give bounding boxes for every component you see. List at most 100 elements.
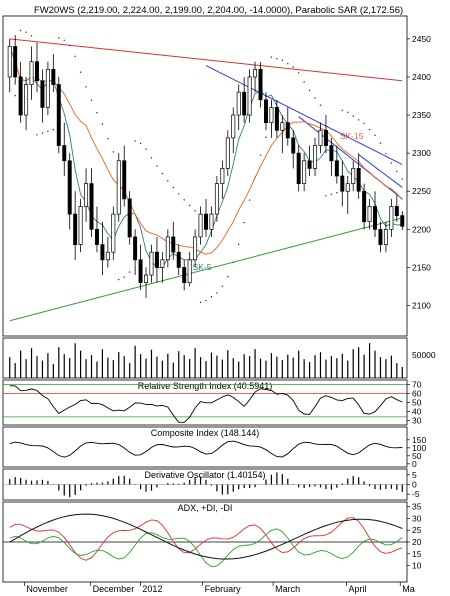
sar-dot <box>325 195 327 197</box>
candle-body <box>133 236 138 261</box>
sar-dot <box>238 243 240 246</box>
candle-body <box>187 259 192 284</box>
candle-body <box>269 107 274 124</box>
price-tick-label: 2150 <box>412 262 431 272</box>
sar-dot <box>188 204 191 207</box>
price-tick-label: 2200 <box>412 224 431 234</box>
price-tick-label: 2250 <box>412 186 431 196</box>
ind-tick-label: 10 <box>412 561 422 571</box>
sar-dot <box>281 59 284 61</box>
sar-dot <box>292 66 294 68</box>
sar-dot <box>352 115 354 117</box>
x-tick-label: March <box>275 584 300 594</box>
candle-body <box>89 183 94 230</box>
sar-dot <box>101 123 104 125</box>
sar-dot <box>210 296 213 298</box>
panel-volume <box>2 337 408 379</box>
candle-body <box>351 168 356 184</box>
sar-dot <box>216 292 218 294</box>
candle-body <box>296 152 301 184</box>
sar-dot <box>232 261 234 264</box>
sar-dot <box>14 94 16 97</box>
volume-bars <box>9 343 403 378</box>
price-tick-label: 2350 <box>412 110 431 120</box>
sar-dot <box>390 162 393 164</box>
sar-dot <box>227 275 229 278</box>
indicator-title-adx: ADX, +DI, -DI <box>178 503 233 513</box>
sar-dot <box>330 193 333 195</box>
ind-tick-label: 70 <box>412 380 422 390</box>
price-tick-label: 2450 <box>412 34 431 44</box>
ind-tick-label: 15 <box>412 549 422 559</box>
ind-tick-label: -5 <box>412 489 420 499</box>
candle-body <box>383 228 388 245</box>
price-tick-label: 2400 <box>412 72 431 82</box>
candle-body <box>313 145 318 169</box>
candle-body <box>400 215 405 227</box>
x-tick-label: February <box>205 584 242 594</box>
sar-dot <box>85 86 87 88</box>
sar-dot <box>221 285 224 287</box>
indicator-title-composite: Composite Index (148.144) <box>151 428 260 438</box>
ind-tick-label: 25 <box>412 525 422 535</box>
candle-body <box>198 213 203 238</box>
candle-body <box>247 76 252 116</box>
sar-dot <box>107 138 109 140</box>
candle-body <box>253 68 258 78</box>
sar-dot <box>287 62 289 65</box>
parabolic-sar <box>14 29 403 304</box>
candle-body <box>220 168 225 184</box>
candle-body <box>111 213 116 253</box>
sar-dot <box>248 199 251 201</box>
ind-tick-label: 50 <box>412 451 422 461</box>
candle-body <box>231 114 236 139</box>
sar-dot <box>68 44 71 47</box>
candle-body <box>373 206 377 230</box>
sar-dot <box>341 109 344 112</box>
sar-dot <box>139 142 142 145</box>
candle-body <box>225 137 230 169</box>
ma-label-SK-15: SK-15 <box>340 131 364 141</box>
sar-dot <box>385 152 387 155</box>
candle-body <box>378 228 383 245</box>
ind-tick-label: 5 <box>412 470 417 480</box>
sar-dot <box>112 151 115 153</box>
sar-dot <box>205 299 207 302</box>
candle-body <box>94 228 99 245</box>
sar-dot <box>243 221 245 224</box>
price-tick-label: 2300 <box>412 148 431 158</box>
sar-dot <box>194 210 196 212</box>
x-tick-label: Ma <box>402 584 415 594</box>
sar-dot <box>79 71 82 73</box>
sar-dot <box>156 165 158 167</box>
sar-dot <box>319 104 322 106</box>
candle-body <box>24 84 29 116</box>
ind-tick-label: 0 <box>412 480 417 490</box>
candle-body <box>67 160 72 215</box>
chart-header: FW20WS (2,219.00, 2,224.00, 2,199.00, 2,… <box>34 5 403 16</box>
ind-tick-label: 50 <box>412 398 422 408</box>
candle-body <box>100 244 105 261</box>
sar-dot <box>308 89 311 92</box>
sar-dot <box>36 134 38 136</box>
candle-body <box>45 68 50 108</box>
sar-dot <box>128 271 131 273</box>
sar-dot <box>276 57 278 60</box>
indicator-panels: Relative Strength Index (40.5941) Composi… <box>3 381 407 568</box>
ind-tick-label: 100 <box>412 443 426 453</box>
candle-body <box>122 160 127 200</box>
price-tick-label: 2100 <box>412 301 431 311</box>
ind-tick-label: 30 <box>412 416 422 426</box>
candle-body <box>242 91 247 116</box>
candle-body <box>263 99 268 124</box>
composite-line <box>9 440 403 458</box>
candle-body <box>84 183 89 207</box>
trendline-1 <box>205 65 403 166</box>
candle-body <box>285 122 290 139</box>
sar-dot <box>52 129 55 131</box>
candle-body <box>389 206 394 230</box>
sar-dot <box>178 193 180 195</box>
sar-dot <box>368 128 371 131</box>
candle-body <box>362 190 367 223</box>
trendline-4 <box>9 217 403 322</box>
